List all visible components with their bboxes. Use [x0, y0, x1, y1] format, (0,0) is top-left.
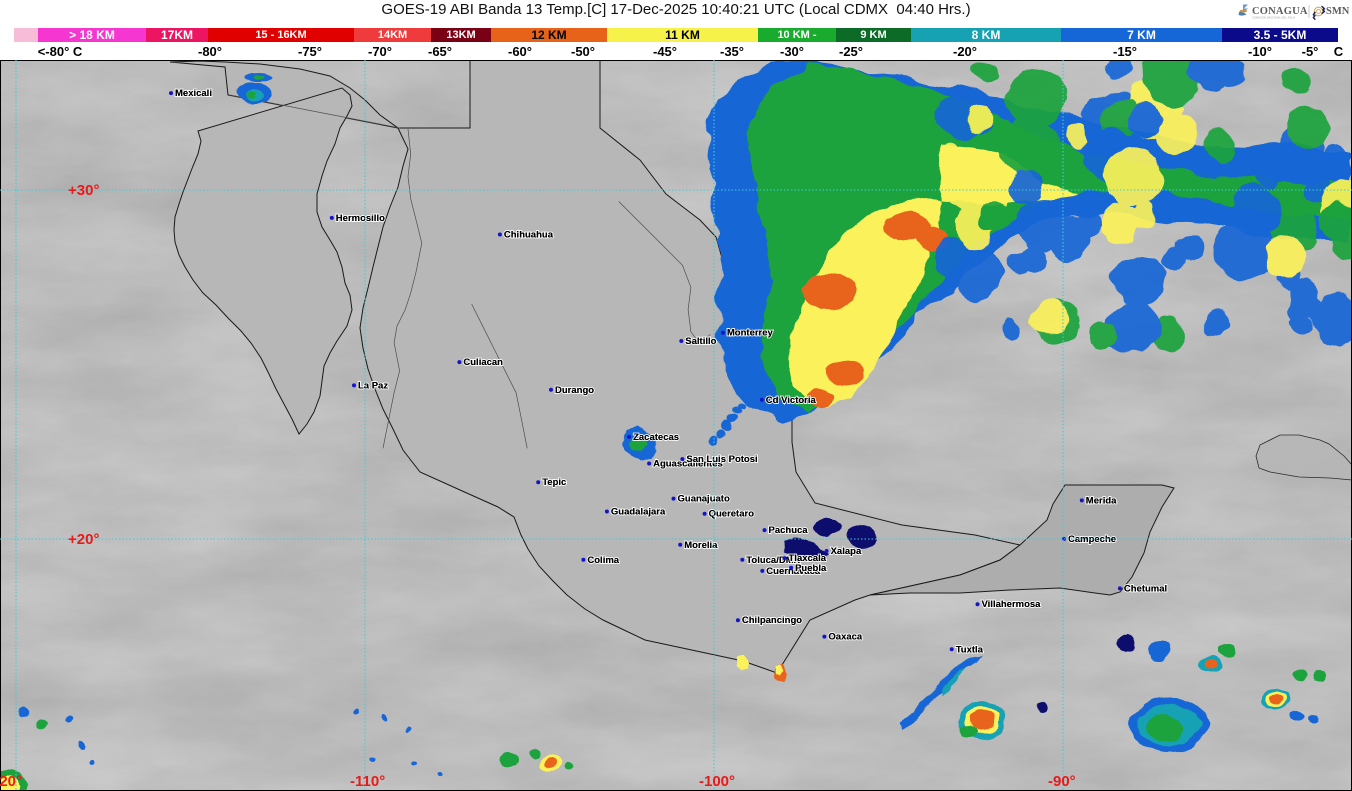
svg-text:Saltillo: Saltillo [685, 336, 716, 347]
svg-text:Morelia: Morelia [684, 540, 718, 551]
svg-text:-110°: -110° [350, 773, 385, 790]
svg-text:+30°: +30° [68, 182, 99, 199]
svg-text:+20°: +20° [68, 531, 99, 548]
svg-text:Chilpancingo: Chilpancingo [742, 615, 802, 626]
svg-text:Guanajuato: Guanajuato [678, 494, 730, 505]
svg-text:Tuxtla: Tuxtla [956, 644, 984, 655]
svg-text:Merida: Merida [1086, 495, 1117, 506]
svg-text:Durango: Durango [555, 385, 594, 396]
svg-text:Mexicali: Mexicali [175, 88, 212, 99]
svg-text:Colima: Colima [587, 555, 619, 566]
svg-text:Chetumal: Chetumal [1124, 583, 1167, 594]
svg-text:Pachuca: Pachuca [769, 525, 809, 536]
svg-text:Oaxaca: Oaxaca [828, 632, 863, 643]
svg-text:SMN: SMN [1326, 6, 1350, 17]
svg-text:Guadalajara: Guadalajara [611, 507, 666, 518]
svg-text:La Paz: La Paz [358, 380, 388, 391]
svg-text:Queretaro: Queretaro [709, 509, 755, 520]
svg-text:Cd Victoria: Cd Victoria [766, 395, 817, 406]
svg-text:COMISION NACIONAL DEL AGUA: COMISION NACIONAL DEL AGUA [1252, 15, 1295, 19]
svg-text:Villahermosa: Villahermosa [982, 599, 1042, 610]
svg-text:Hermosillo: Hermosillo [336, 213, 385, 224]
svg-text:-100°: -100° [699, 773, 735, 790]
svg-text:Monterrey: Monterrey [727, 328, 774, 339]
svg-text:-120°: -120° [0, 773, 22, 790]
svg-text:-90°: -90° [1048, 773, 1076, 790]
svg-text:Xalapa: Xalapa [831, 546, 862, 557]
svg-text:San Luis Potosi: San Luis Potosi [686, 454, 757, 465]
svg-text:Zacatecas: Zacatecas [633, 432, 679, 443]
svg-text:Culiacan: Culiacan [463, 357, 503, 368]
svg-text:Tepic: Tepic [542, 477, 566, 488]
svg-text:Chihuahua: Chihuahua [504, 230, 554, 241]
svg-text:Puebla: Puebla [795, 563, 827, 574]
